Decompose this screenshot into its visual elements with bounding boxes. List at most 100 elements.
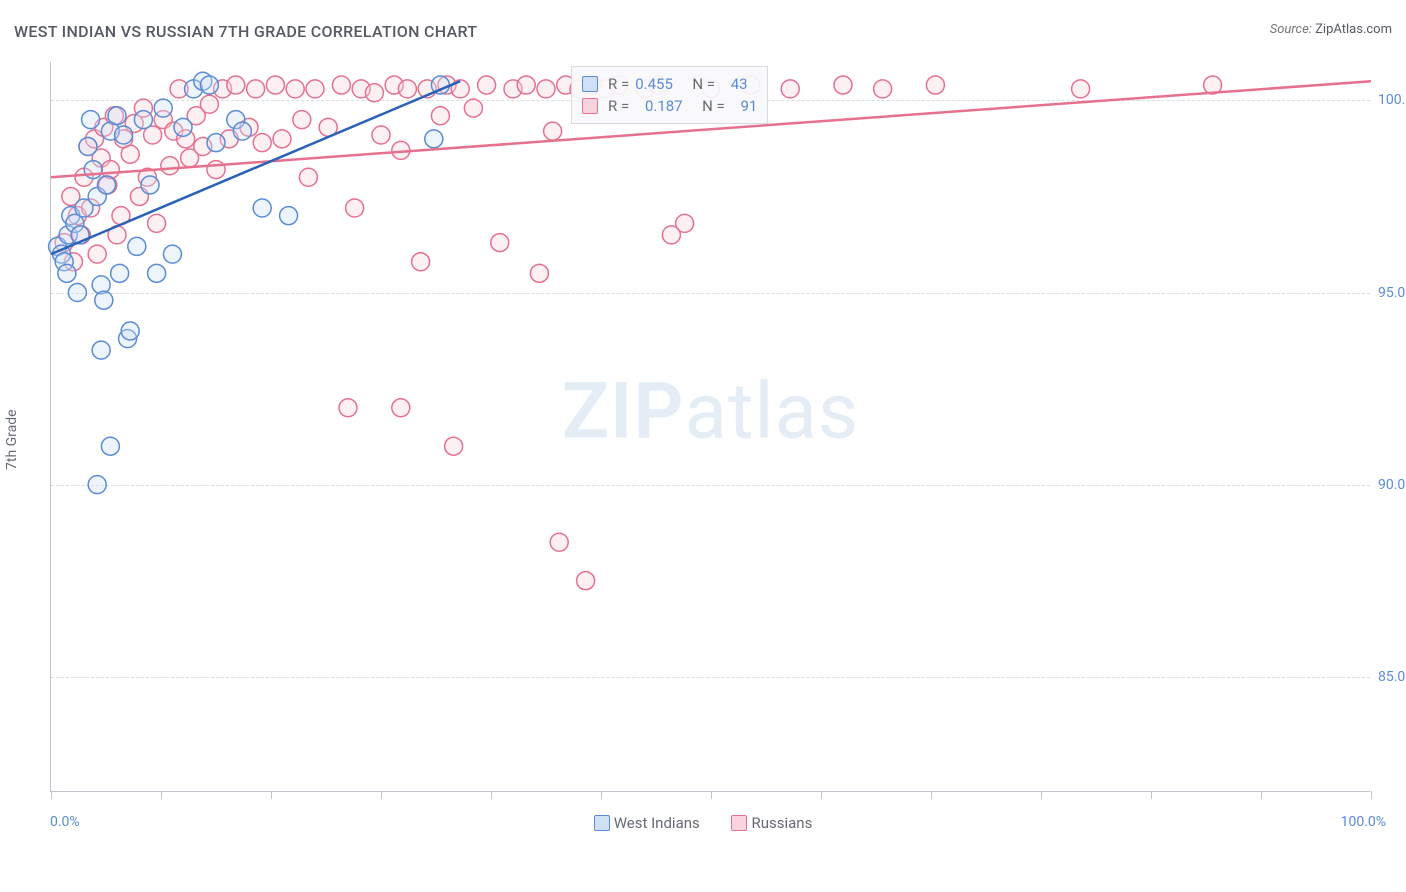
data-point bbox=[339, 399, 357, 417]
data-point bbox=[412, 253, 430, 271]
data-point bbox=[346, 199, 364, 217]
data-point bbox=[154, 99, 172, 117]
data-point bbox=[431, 107, 449, 125]
legend-item-west-indian: West Indians bbox=[594, 814, 700, 832]
data-point bbox=[273, 130, 291, 148]
data-point bbox=[425, 130, 443, 148]
data-point bbox=[537, 80, 555, 98]
data-point bbox=[92, 341, 110, 359]
data-point bbox=[286, 80, 304, 98]
data-point bbox=[306, 80, 324, 98]
source-label: Source: bbox=[1270, 22, 1312, 37]
legend-label: Russians bbox=[751, 814, 812, 832]
data-point bbox=[398, 80, 416, 98]
y-tick-label: 100.0% bbox=[1378, 92, 1406, 108]
data-point bbox=[233, 122, 251, 140]
r-label: R = bbox=[608, 95, 629, 117]
data-point bbox=[332, 76, 350, 94]
source-value: ZipAtlas.com bbox=[1315, 22, 1392, 37]
data-point bbox=[445, 437, 463, 455]
data-point bbox=[68, 284, 86, 302]
data-point bbox=[530, 264, 548, 282]
data-point bbox=[544, 122, 562, 140]
data-point bbox=[148, 264, 166, 282]
data-point bbox=[365, 84, 383, 102]
data-point bbox=[781, 80, 799, 98]
chart-title: WEST INDIAN VS RUSSIAN 7TH GRADE CORRELA… bbox=[14, 22, 477, 41]
stats-row-west-indian: R = 0.455 N = 43 bbox=[582, 73, 757, 95]
r-label: R = bbox=[608, 73, 629, 95]
data-point bbox=[926, 76, 944, 94]
data-point bbox=[491, 234, 509, 252]
data-point bbox=[111, 264, 129, 282]
data-point bbox=[95, 291, 113, 309]
data-point bbox=[163, 245, 181, 263]
y-tick-label: 85.0% bbox=[1378, 669, 1406, 685]
data-point bbox=[141, 176, 159, 194]
data-point bbox=[82, 111, 100, 129]
data-point bbox=[121, 145, 139, 163]
data-point bbox=[101, 437, 119, 455]
n-value-russian: 91 bbox=[740, 95, 757, 117]
stats-legend: R = 0.455 N = 43 R = 0.187 N = 91 bbox=[571, 66, 768, 124]
data-point bbox=[148, 214, 166, 232]
x-tick bbox=[381, 791, 382, 799]
data-point bbox=[464, 99, 482, 117]
data-point bbox=[161, 157, 179, 175]
x-tick bbox=[271, 791, 272, 799]
x-tick bbox=[601, 791, 602, 799]
data-point bbox=[517, 76, 535, 94]
data-point bbox=[247, 80, 265, 98]
legend-item-russian: Russians bbox=[731, 814, 812, 832]
data-point bbox=[108, 107, 126, 125]
data-point bbox=[121, 322, 139, 340]
data-point bbox=[392, 399, 410, 417]
data-point bbox=[115, 126, 133, 144]
data-point bbox=[676, 214, 694, 232]
n-label: N = bbox=[702, 95, 725, 117]
data-point bbox=[200, 76, 218, 94]
y-tick-label: 95.0% bbox=[1378, 285, 1406, 301]
data-point bbox=[58, 264, 76, 282]
y-axis-label: 7th Grade bbox=[4, 409, 20, 470]
r-value-russian: 0.187 bbox=[645, 95, 683, 117]
x-tick bbox=[931, 791, 932, 799]
data-point bbox=[128, 237, 146, 255]
x-tick bbox=[1371, 791, 1372, 799]
data-point bbox=[174, 118, 192, 136]
n-label: N = bbox=[692, 73, 715, 95]
data-point bbox=[97, 176, 115, 194]
plot-area: 85.0%90.0%95.0%100.0% ZIPatlas R = 0.455… bbox=[50, 62, 1370, 792]
x-tick bbox=[51, 791, 52, 799]
n-value-west-indian: 43 bbox=[731, 73, 748, 95]
data-point bbox=[88, 476, 106, 494]
data-point bbox=[266, 76, 284, 94]
data-point bbox=[88, 245, 106, 263]
data-point bbox=[293, 111, 311, 129]
data-point bbox=[280, 207, 298, 225]
legend-label: West Indians bbox=[614, 814, 700, 832]
swatch-icon bbox=[731, 815, 747, 831]
data-point bbox=[207, 134, 225, 152]
data-point bbox=[134, 111, 152, 129]
data-point bbox=[874, 80, 892, 98]
series-legend: West Indians Russians bbox=[0, 814, 1406, 835]
data-point bbox=[577, 572, 595, 590]
data-point bbox=[478, 76, 496, 94]
x-tick bbox=[161, 791, 162, 799]
source-attribution: Source: ZipAtlas.com bbox=[1270, 22, 1392, 37]
data-point bbox=[550, 533, 568, 551]
data-point bbox=[79, 138, 97, 156]
x-tick bbox=[1151, 791, 1152, 799]
data-point bbox=[1072, 80, 1090, 98]
data-point bbox=[207, 161, 225, 179]
x-tick bbox=[1041, 791, 1042, 799]
x-tick bbox=[821, 791, 822, 799]
data-point bbox=[372, 126, 390, 144]
x-tick bbox=[491, 791, 492, 799]
scatter-canvas bbox=[51, 62, 1370, 791]
data-point bbox=[253, 134, 271, 152]
stats-row-russian: R = 0.187 N = 91 bbox=[582, 95, 757, 117]
data-point bbox=[834, 76, 852, 94]
data-point bbox=[299, 168, 317, 186]
